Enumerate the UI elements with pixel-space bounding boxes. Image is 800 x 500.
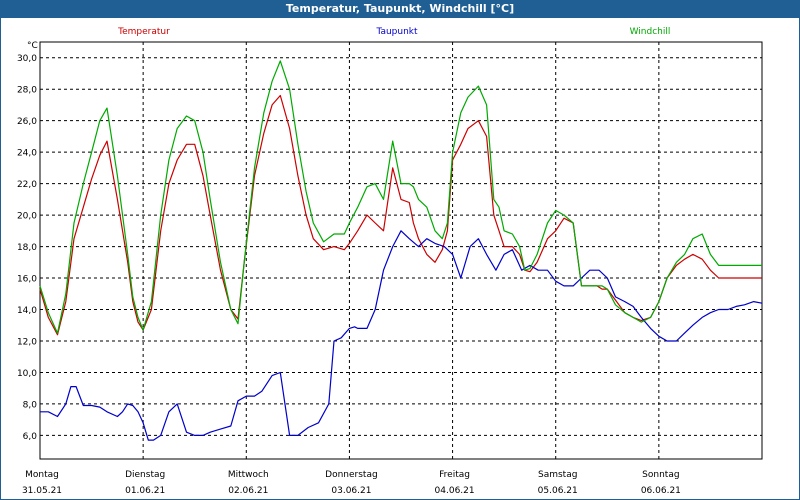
y-tick-label: 16,0 xyxy=(17,275,37,285)
x-tick-weekday: Sonntag xyxy=(642,470,679,480)
y-tick-label: 8,0 xyxy=(23,400,38,410)
y-tick-label: 24,0 xyxy=(17,149,37,159)
plot-frame xyxy=(39,41,763,460)
y-tick-label: 14,0 xyxy=(17,306,37,316)
x-tick-date: 06.06.21 xyxy=(641,486,681,496)
x-tick-weekday: Donnerstag xyxy=(325,470,378,480)
chart-title: Temperatur, Taupunkt, Windchill [°C] xyxy=(0,0,800,17)
y-tick-label: 20,0 xyxy=(17,212,37,222)
x-tick-date: 03.06.21 xyxy=(331,486,371,496)
x-tick-weekday: Dienstag xyxy=(125,470,165,480)
y-tick-label: 26,0 xyxy=(17,117,37,127)
y-tick-label: 6,0 xyxy=(23,432,38,442)
legend-entry: Windchill xyxy=(630,27,671,37)
x-tick-date: 31.05.21 xyxy=(22,486,62,496)
y-tick-label: 22,0 xyxy=(17,180,37,190)
y-tick-label: 28,0 xyxy=(17,86,37,96)
x-tick-date: 02.06.21 xyxy=(228,486,268,496)
x-tick-weekday: Montag xyxy=(25,470,59,480)
x-tick-weekday: Mittwoch xyxy=(228,470,269,480)
legend-entry: Taupunkt xyxy=(375,27,418,37)
x-tick-weekday: Samstag xyxy=(538,470,577,480)
x-tick-date: 04.06.21 xyxy=(435,486,475,496)
y-tick-label: 10,0 xyxy=(17,369,37,379)
y-tick-label: 18,0 xyxy=(17,243,37,253)
y-tick-label: 30,0 xyxy=(17,54,37,64)
x-tick-weekday: Freitag xyxy=(439,470,470,480)
legend-entry: Temperatur xyxy=(117,27,170,37)
x-tick-date: 05.06.21 xyxy=(538,486,578,496)
y-axis-label: °C xyxy=(27,41,38,51)
chart-area: 6,0 8,0 10,0 12,0 14,0 16,0 18,0 20,0 22,0 24,0 26… xyxy=(17,27,763,496)
y-tick-label: 12,0 xyxy=(17,337,37,347)
x-tick-date: 01.06.21 xyxy=(125,486,165,496)
series-line-taupunkt xyxy=(40,230,763,441)
series-line-windchill xyxy=(39,60,762,334)
